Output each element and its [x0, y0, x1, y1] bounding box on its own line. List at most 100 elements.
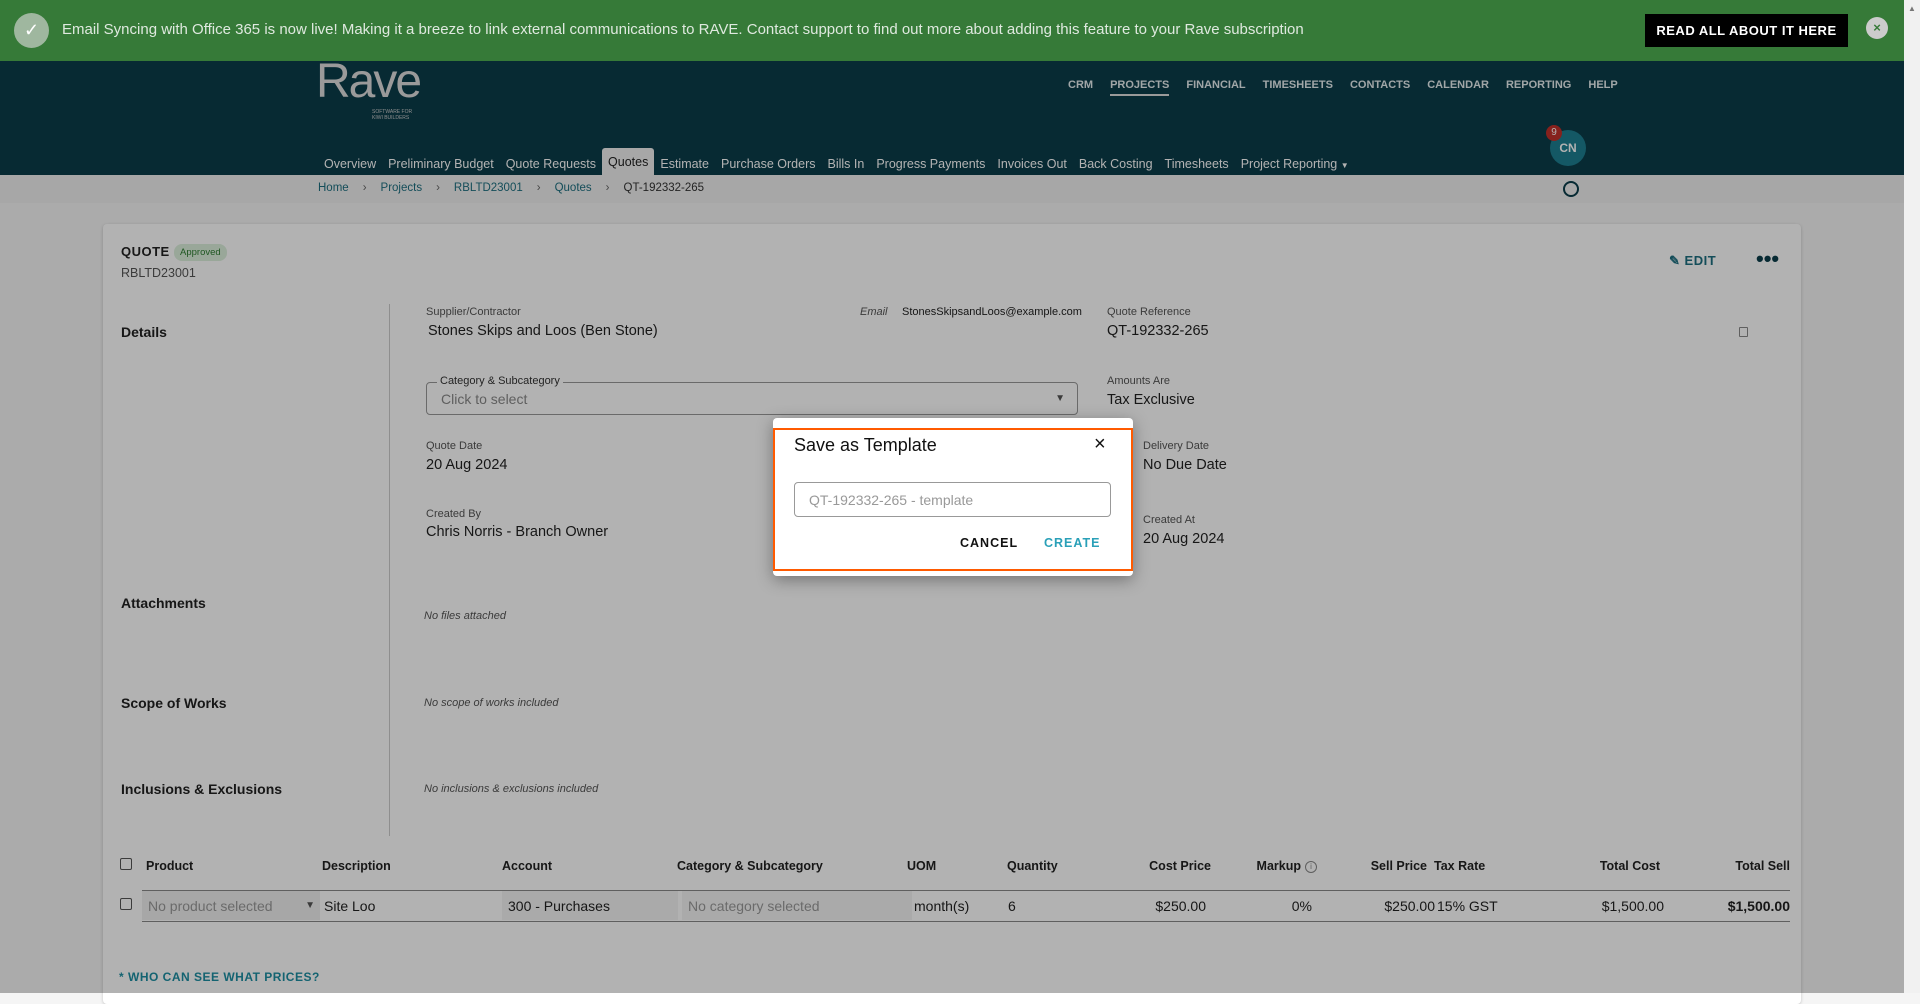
subnav-back-costing[interactable]: Back Costing: [1078, 157, 1153, 171]
chevron-right-icon: ›: [536, 182, 541, 194]
chevron-right-icon: ›: [605, 182, 610, 194]
nav-reporting[interactable]: REPORTING: [1505, 79, 1572, 91]
category-label: Category & Subcategory: [437, 375, 563, 387]
template-name-input[interactable]: QT-192332-265 - template: [794, 482, 1111, 517]
nav-financial[interactable]: FINANCIAL: [1186, 79, 1246, 91]
due-date-label: Delivery Date: [1143, 440, 1210, 452]
col-markup: Markup: [1256, 859, 1301, 873]
col-description: Description: [322, 859, 391, 873]
nav-crm[interactable]: CRM: [1068, 79, 1094, 91]
dialog-title: Save as Template: [794, 435, 937, 455]
close-icon[interactable]: ×: [1094, 433, 1106, 455]
product-select[interactable]: No product selected ▼: [142, 891, 320, 920]
subnav-quotes[interactable]: Quotes: [602, 148, 655, 175]
category-placeholder: No category selected: [688, 898, 820, 914]
subnav-project-reporting[interactable]: Project Reporting ▼: [1235, 153, 1355, 175]
edit-label: EDIT: [1684, 253, 1717, 268]
check-circle-icon: ✓: [14, 13, 49, 48]
tax-rate-cell[interactable]: 15% GST: [1437, 898, 1498, 914]
subnav-invoices-out[interactable]: Invoices Out: [997, 157, 1067, 171]
attachments-heading: Attachments: [121, 595, 206, 611]
subnav-project-reporting-label: Project Reporting: [1240, 157, 1338, 171]
breadcrumb-projects[interactable]: Projects: [380, 182, 423, 194]
inclusions-heading: Inclusions & Exclusions: [121, 781, 283, 797]
project-code: RBLTD23001: [121, 266, 196, 280]
quantity-cell[interactable]: 6: [1008, 898, 1016, 914]
subnav-timesheets[interactable]: Timesheets: [1164, 157, 1229, 171]
subnav-quote-requests[interactable]: Quote Requests: [505, 157, 597, 171]
edit-button[interactable]: ✎ EDIT: [1669, 253, 1716, 269]
chevron-right-icon: ›: [436, 182, 440, 194]
nav-timesheets[interactable]: TIMESHEETS: [1262, 79, 1333, 91]
caret-down-icon: ▼: [1340, 161, 1349, 170]
subnav-preliminary-budget[interactable]: Preliminary Budget: [388, 157, 494, 171]
breadcrumb-quotes[interactable]: Quotes: [554, 182, 592, 194]
caret-down-icon: ▼: [305, 900, 315, 911]
nav-projects[interactable]: PROJECTS: [1110, 79, 1170, 96]
inclusions-note: No inclusions & exclusions included: [424, 783, 599, 795]
copy-icon[interactable]: [1739, 327, 1748, 337]
top-nav: CRM PROJECTS FINANCIAL TIMESHEETS CONTAC…: [1068, 79, 1618, 96]
email-value[interactable]: StonesSkipsandLoos@example.com: [902, 306, 1082, 318]
section-divider: [389, 304, 390, 836]
email-label: Email: [860, 306, 888, 318]
subnav-estimate[interactable]: Estimate: [660, 157, 709, 171]
quote-date-label: Quote Date: [426, 440, 483, 452]
status-badge: Approved: [174, 244, 227, 261]
breadcrumb-project[interactable]: RBLTD23001: [453, 182, 523, 194]
scope-note: No scope of works included: [424, 697, 559, 709]
uom-cell[interactable]: month(s): [914, 898, 970, 914]
supplier-label: Supplier/Contractor: [426, 306, 521, 318]
col-total-sell: Total Sell: [1735, 859, 1790, 873]
more-options-icon[interactable]: •••: [1756, 246, 1780, 271]
read-more-button[interactable]: READ ALL ABOUT IT HERE: [1645, 14, 1848, 47]
logo[interactable]: Rave: [316, 55, 422, 108]
supplier-value[interactable]: Stones Skips and Loos (Ben Stone): [428, 323, 658, 339]
col-sell-price: Sell Price: [1370, 859, 1427, 873]
breadcrumb-home[interactable]: Home: [318, 182, 349, 194]
close-icon[interactable]: ×: [1866, 17, 1888, 39]
focus-highlight: [773, 428, 1133, 571]
template-name-placeholder: QT-192332-265 - template: [809, 492, 974, 508]
pencil-icon: ✎: [1669, 253, 1681, 268]
subnav-bills-in[interactable]: Bills In: [827, 157, 865, 171]
save-as-template-dialog: Save as Template × QT-192332-265 - templ…: [773, 418, 1133, 576]
col-quantity: Quantity: [1007, 859, 1058, 873]
breadcrumb: Home › Projects › RBLTD23001 › Quotes › QT-1…: [0, 175, 1904, 203]
quote-ref-value: QT-192332-265: [1107, 323, 1209, 339]
cost-price-cell[interactable]: $250.00: [1155, 898, 1206, 914]
category-select[interactable]: Category & Subcategory Click to select ▼: [426, 375, 1078, 415]
subnav-progress-payments[interactable]: Progress Payments: [876, 157, 986, 171]
subnav-purchase-orders[interactable]: Purchase Orders: [721, 157, 816, 171]
col-total-cost: Total Cost: [1599, 859, 1660, 873]
select-all-checkbox[interactable]: [120, 858, 132, 870]
nav-help[interactable]: HELP: [1588, 79, 1618, 91]
notification-badge[interactable]: 9: [1546, 125, 1562, 141]
col-cost-price: Cost Price: [1149, 859, 1211, 873]
scroll-up-icon[interactable]: ▲: [1908, 4, 1916, 13]
account-cell[interactable]: 300 - Purchases: [502, 891, 678, 920]
nav-calendar[interactable]: CALENDAR: [1427, 79, 1489, 91]
quote-card: QUOTE Approved RBLTD23001 ✎ EDIT ••• Det…: [103, 224, 1801, 1004]
sell-price-cell: $250.00: [1384, 898, 1435, 914]
subnav-overview[interactable]: Overview: [324, 157, 377, 171]
amounts-label: Amounts Are: [1107, 375, 1170, 387]
scrollbar[interactable]: ▲: [1904, 0, 1920, 993]
create-button[interactable]: CREATE: [1044, 536, 1101, 550]
sub-nav: Overview Preliminary Budget Quote Reques…: [318, 146, 1355, 175]
history-clock-icon[interactable]: [1563, 181, 1579, 197]
total-cost-cell: $1,500.00: [1601, 898, 1664, 914]
info-icon[interactable]: i: [1305, 861, 1317, 873]
quote-title: QUOTE: [121, 244, 170, 259]
nav-contacts[interactable]: CONTACTS: [1349, 79, 1411, 91]
who-can-see-prices-link[interactable]: * WHO CAN SEE WHAT PRICES?: [119, 970, 320, 984]
markup-cell[interactable]: 0%: [1291, 898, 1312, 914]
category-cell[interactable]: No category selected: [682, 891, 912, 920]
description-cell[interactable]: Site Loo: [324, 898, 376, 914]
cancel-button[interactable]: CANCEL: [960, 536, 1019, 550]
breadcrumb-current: QT-192332-265: [623, 182, 705, 194]
amounts-value: Tax Exclusive: [1107, 392, 1195, 408]
due-date-value: No Due Date: [1143, 457, 1227, 473]
created-at-label: Created At: [1143, 514, 1195, 526]
row-checkbox[interactable]: [120, 898, 132, 910]
